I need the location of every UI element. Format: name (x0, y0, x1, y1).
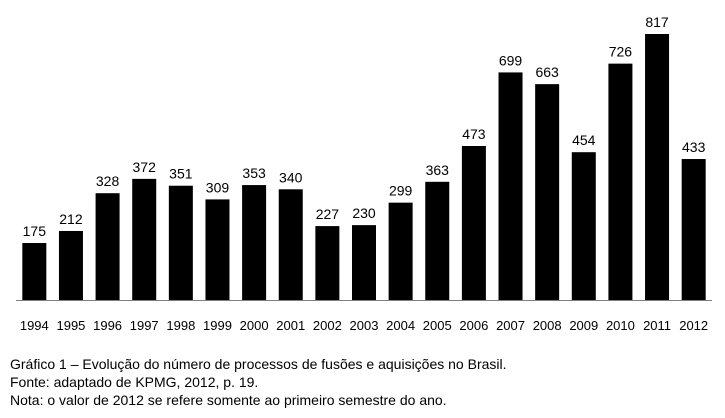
x-tick-label-2009: 2009 (569, 318, 598, 333)
bar-2000 (242, 185, 267, 300)
bar-1998 (168, 185, 193, 300)
value-label-2001: 340 (279, 169, 303, 185)
value-label-2002: 227 (316, 206, 340, 222)
x-tick-label-1994: 1994 (20, 318, 49, 333)
bar-2010 (608, 63, 633, 300)
value-label-2008: 663 (535, 64, 559, 80)
x-tick-labels-group: 1994 1995 1996 1997 1998 1999 2000 2001 2002 2003… (20, 318, 708, 333)
bar-2009 (571, 152, 596, 300)
value-label-2003: 230 (352, 205, 376, 221)
x-tick-label-2006: 2006 (459, 318, 488, 333)
value-label-2007: 699 (499, 52, 523, 68)
x-tick-label-2012: 2012 (679, 318, 708, 333)
bar-1997 (132, 178, 157, 300)
value-label-1999: 309 (206, 179, 230, 195)
figure-caption: Gráfico 1 – Evolução do número de proces… (10, 355, 507, 409)
x-tick-label-2003: 2003 (350, 318, 379, 333)
value-label-2005: 363 (426, 162, 450, 178)
bar-1999 (205, 199, 230, 300)
bar-2008 (535, 84, 560, 300)
x-tick-label-1999: 1999 (203, 318, 232, 333)
bar-2007 (498, 72, 523, 300)
x-tick-label-2004: 2004 (386, 318, 415, 333)
value-labels-group: 175 212 328 372 351 309 353 340 227 230 299 363 473 6… (23, 14, 706, 239)
x-tick-label-1997: 1997 (130, 318, 159, 333)
x-tick-label-2000: 2000 (240, 318, 269, 333)
x-tick-label-2007: 2007 (496, 318, 525, 333)
value-label-2000: 353 (242, 165, 266, 181)
x-tick-label-2005: 2005 (423, 318, 452, 333)
bar-chart: 175 212 328 372 351 309 353 340 227 230 299 363 473 6… (16, 14, 712, 333)
value-label-2004: 299 (389, 183, 413, 199)
x-tick-label-1996: 1996 (93, 318, 122, 333)
bar-1995 (58, 230, 83, 300)
value-label-1997: 372 (133, 159, 157, 175)
bar-2006 (461, 146, 486, 300)
value-label-1994: 175 (23, 223, 47, 239)
value-label-2006: 473 (462, 126, 486, 142)
caption-title: Gráfico 1 – Evolução do número de proces… (10, 356, 507, 372)
value-label-1995: 212 (59, 211, 83, 227)
value-label-1996: 328 (96, 173, 120, 189)
value-label-2012: 433 (682, 139, 706, 155)
bars-group (22, 34, 706, 300)
x-tick-label-2011: 2011 (643, 318, 671, 333)
bar-2002 (315, 226, 340, 300)
caption-source: Fonte: adaptado de KPMG, 2012, p. 19. (10, 374, 259, 390)
bar-2004 (388, 202, 413, 300)
bar-2012 (681, 159, 706, 300)
caption-note: Nota: o valor de 2012 se refere somente … (10, 392, 447, 408)
x-tick-label-2010: 2010 (606, 318, 635, 333)
bar-2011 (645, 34, 670, 300)
value-label-1998: 351 (169, 166, 193, 182)
x-tick-label-2008: 2008 (533, 318, 562, 333)
x-tick-label-2002: 2002 (313, 318, 342, 333)
value-label-2009: 454 (572, 132, 596, 148)
value-label-2010: 726 (609, 44, 633, 60)
value-label-2011: 817 (645, 14, 669, 30)
bar-2001 (278, 189, 303, 300)
x-tick-label-1995: 1995 (56, 318, 85, 333)
x-tick-label-1998: 1998 (166, 318, 195, 333)
bar-1996 (95, 193, 120, 300)
x-tick-label-2001: 2001 (276, 318, 305, 333)
bar-1994 (22, 243, 47, 300)
bar-2005 (425, 181, 450, 300)
bar-2003 (352, 225, 376, 300)
